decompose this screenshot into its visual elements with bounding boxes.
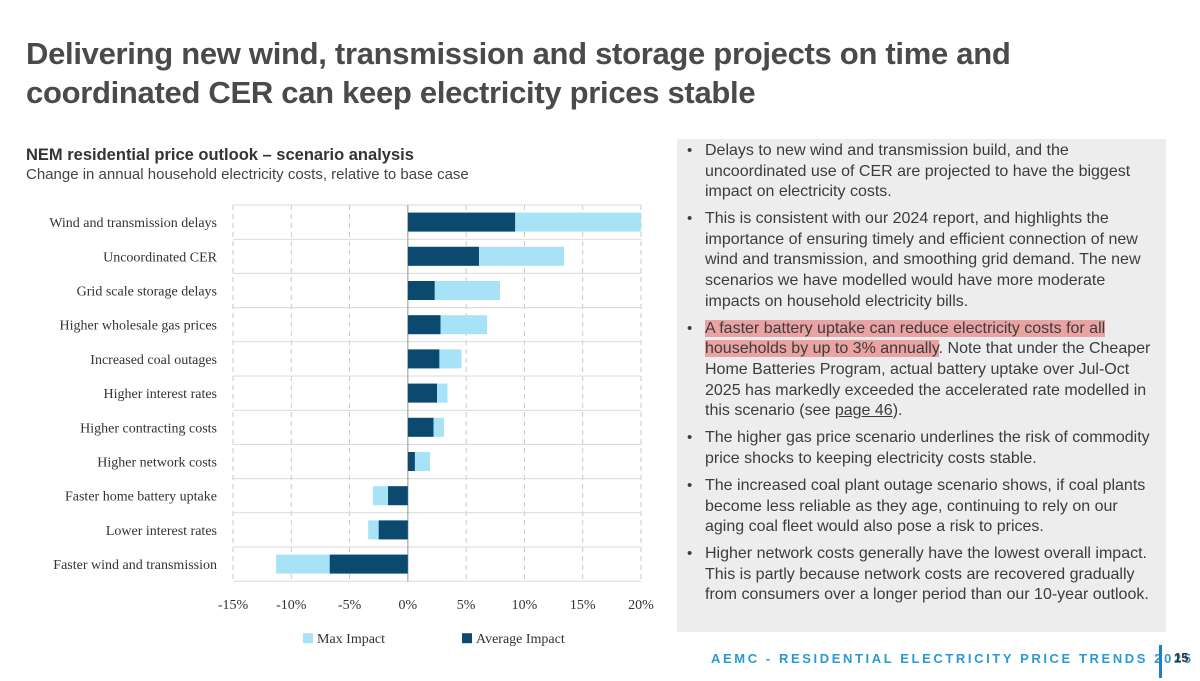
category-label: Faster home battery uptake	[65, 490, 217, 505]
x-tick-label: -10%	[276, 598, 307, 613]
bullet-dot-icon: •	[687, 210, 693, 228]
category-label: Uncoordinated CER	[103, 250, 218, 265]
slide-title-line-2: coordinated CER can keep electricity pri…	[26, 75, 756, 110]
bar-average-impact	[388, 486, 408, 506]
bar-average-impact	[407, 452, 415, 471]
x-tick-label: 20%	[628, 598, 654, 613]
bar-average-impact	[407, 383, 437, 403]
x-tick-label: -15%	[218, 598, 249, 613]
bullet-item: • This is consistent with our 2024 report…	[685, 209, 1156, 312]
bullet-dot-icon: •	[687, 429, 693, 447]
legend-label: Max Impact	[317, 632, 385, 647]
bullet-dot-icon: •	[687, 319, 693, 337]
bullet-dot-icon: •	[687, 476, 693, 494]
bullet-item: • Delays to new wind and transmission bui…	[685, 141, 1156, 203]
bullet-text: . Note that under the Cheaper Home Batte…	[705, 340, 1151, 420]
bar-average-impact	[407, 349, 440, 369]
key-points-panel: • Delays to new wind and transmission bui…	[677, 139, 1166, 632]
x-tick-label: -5%	[338, 598, 362, 613]
x-tick-label: 5%	[457, 598, 476, 613]
bullet-text: The increased coal plant outage scenario…	[705, 476, 1146, 536]
bullet-item: • Higher network costs generally have the…	[685, 544, 1156, 606]
slide-title-line-1: Delivering new wind, transmission and st…	[26, 36, 1011, 71]
legend-swatch	[303, 633, 313, 644]
x-tick-label: 10%	[512, 598, 538, 613]
bullet-item: • The increased coal plant outage scenari…	[685, 476, 1156, 538]
category-label: Higher wholesale gas prices	[60, 319, 217, 334]
category-label: Faster wind and transmission	[53, 558, 217, 573]
footer-report-name: AEMC - RESIDENTIAL ELECTRICITY PRICE TRE…	[711, 651, 1194, 666]
bullet-text: The higher gas price scenario underlines…	[705, 429, 1150, 467]
category-label: Higher interest rates	[103, 387, 217, 402]
footer-divider	[1159, 645, 1162, 678]
bullet-item: • A faster battery uptake can reduce elec…	[685, 319, 1156, 422]
slide-title: Delivering new wind, transmission and st…	[26, 34, 1026, 112]
page-46-link[interactable]: page 46	[834, 402, 893, 420]
page-number: 15	[1174, 650, 1189, 665]
bullet-text: ).	[892, 402, 903, 420]
category-label: Lower interest rates	[106, 524, 217, 539]
chart-title: NEM residential price outlook – scenario…	[26, 146, 414, 164]
category-label: Higher network costs	[97, 456, 217, 471]
x-tick-label: 15%	[570, 598, 596, 613]
bar-average-impact	[407, 246, 479, 266]
bar-average-impact	[407, 315, 441, 335]
bullet-text: Higher network costs generally have the …	[705, 545, 1149, 604]
bar-average-impact	[329, 554, 408, 574]
bullet-dot-icon: •	[687, 142, 693, 159]
category-label: Increased coal outages	[90, 353, 217, 368]
legend-label: Average Impact	[476, 632, 565, 647]
bullet-dot-icon: •	[687, 545, 693, 563]
legend-swatch	[462, 633, 472, 644]
bullet-text: Delays to new wind and transmission buil…	[705, 142, 1131, 201]
bullet-item: • The higher gas price scenario underline…	[685, 428, 1156, 469]
bar-average-impact	[407, 281, 435, 300]
category-label: Grid scale storage delays	[77, 285, 217, 300]
bar-average-impact	[407, 212, 516, 232]
category-label: Higher contracting costs	[80, 421, 217, 436]
x-tick-label: 0%	[399, 598, 418, 613]
bar-average-impact	[407, 417, 434, 437]
chart-subtitle: Change in annual household electricity c…	[26, 166, 469, 183]
bullet-text: This is consistent with our 2024 report,…	[705, 210, 1141, 310]
bar-average-impact	[378, 520, 408, 540]
category-label: Wind and transmission delays	[49, 216, 217, 231]
scenario-bar-chart: Wind and transmission delays Uncoordinate…	[49, 204, 654, 647]
